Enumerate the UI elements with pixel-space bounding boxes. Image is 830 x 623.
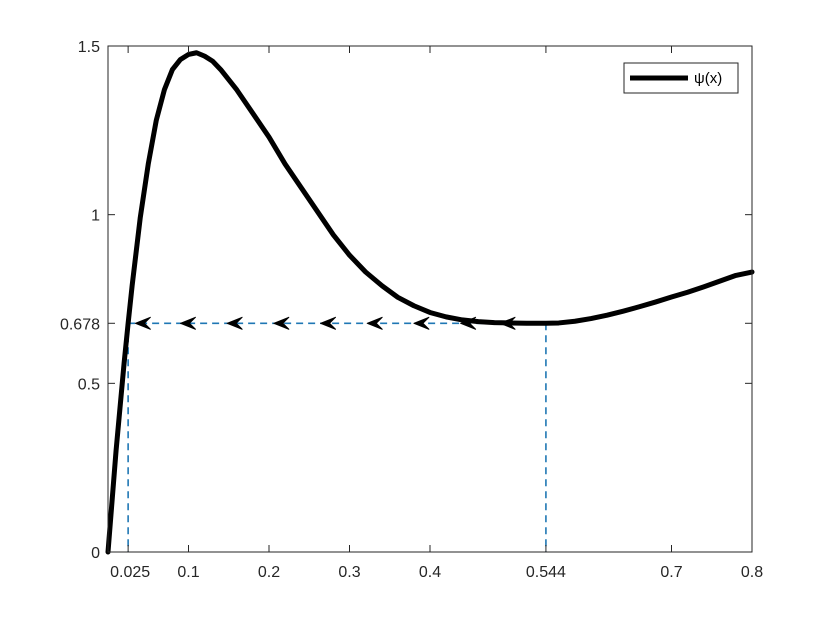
y-tick-label: 1 — [91, 208, 100, 225]
legend-label: ψ(x) — [694, 70, 722, 87]
x-tick-label: 0.544 — [526, 564, 566, 581]
series-line — [105, 50, 755, 555]
x-tick-label: 0.2 — [258, 564, 280, 581]
x-tick-label: 0.1 — [177, 564, 199, 581]
x-tick-label: 0.025 — [110, 564, 150, 581]
x-tick-label: 0.4 — [419, 564, 441, 581]
arrow-marker — [179, 316, 196, 330]
y-tick-label: 1.5 — [78, 39, 100, 56]
y-tick-label: 0 — [91, 545, 100, 562]
arrow-markers — [134, 316, 516, 330]
x-tick-label: 0.8 — [741, 564, 763, 581]
arrow-marker — [460, 316, 477, 330]
x-tick-label: 0.7 — [660, 564, 682, 581]
arrow-marker — [499, 316, 516, 330]
series-curve — [105, 50, 755, 555]
arrow-marker — [273, 316, 290, 330]
axes-box — [107, 45, 753, 553]
arrow-marker — [413, 316, 430, 330]
y-tick-label: 0.678 — [60, 316, 100, 333]
arrow-marker — [134, 316, 151, 330]
legend: ψ(x) — [623, 62, 739, 94]
arrow-marker — [226, 316, 243, 330]
axes: 0.025 0.1 0.2 0.3 0.4 0.544 0.7 0.8 0 0.5 0.678 1 1.… — [60, 39, 763, 581]
guide-lines — [127, 322, 547, 552]
arrow-marker — [320, 316, 337, 330]
y-tick-label: 0.5 — [78, 376, 100, 393]
x-tick-label: 0.3 — [338, 564, 360, 581]
arrow-marker — [366, 316, 383, 330]
